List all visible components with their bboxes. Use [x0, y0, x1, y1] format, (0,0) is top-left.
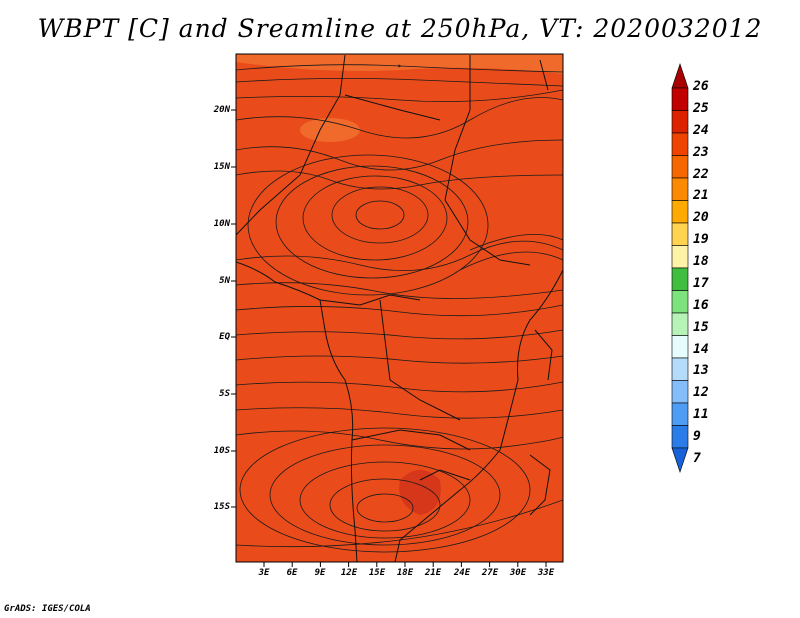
lon-label-3e: 3E [258, 568, 270, 578]
lat-label-10s: 10S [213, 446, 230, 456]
chart-title: WBPT [C] and Sreamline at 250hPa, VT: 20… [37, 14, 763, 43]
colorbar-label-13: 13 [693, 363, 709, 379]
colorbar-label-18: 18 [693, 254, 709, 270]
colorbar-bin-16 [671, 425, 689, 449]
colorbar-bin-11 [671, 312, 689, 336]
colorbar-bin-10 [671, 290, 689, 314]
colorbar-bin-12 [671, 335, 689, 359]
lon-label-30e: 30E [509, 568, 527, 578]
lon-label-21e: 21E [424, 568, 442, 578]
colorbar-label-25: 25 [693, 100, 709, 116]
colorbar-bin-7 [671, 222, 689, 246]
colorbar-label-11: 11 [693, 407, 709, 423]
colorbar-label-19: 19 [693, 232, 709, 248]
colorbar-bin-1 [671, 87, 689, 111]
colorbar-bin-4 [671, 155, 689, 179]
colorbar-label-15: 15 [693, 319, 709, 335]
lon-label-18e: 18E [396, 568, 414, 578]
lon-label-33e: 33E [537, 568, 555, 578]
streamlines [236, 64, 563, 553]
lon-label-9e: 9E [314, 568, 326, 578]
colorbar-label-12: 12 [693, 385, 709, 401]
cool-patch-north [236, 54, 563, 74]
colorbar-bottom-arrow [671, 447, 689, 473]
map-frame [235, 53, 564, 563]
lon-label-24e: 24E [453, 568, 471, 578]
cool-patch-sahel [300, 118, 360, 142]
colorbar-bin-6 [671, 200, 689, 224]
lat-label-15n: 15N [213, 162, 230, 172]
colorbar-label-20: 20 [693, 210, 709, 226]
lat-label-5n: 5N [219, 276, 230, 286]
colorbar-bin-13 [671, 357, 689, 381]
colorbar-bin-8 [671, 245, 689, 269]
coastlines-borders [236, 54, 563, 562]
colorbar-label-24: 24 [693, 122, 709, 138]
wbpt-field [236, 54, 563, 562]
colorbar-label-21: 21 [693, 188, 709, 204]
lat-ticks [231, 109, 236, 508]
lon-ticks [263, 562, 547, 567]
lon-label-15e: 15E [368, 568, 386, 578]
lat-label-15s: 15S [213, 502, 230, 512]
colorbar-bin-2 [671, 110, 689, 134]
lat-label-5s: 5S [219, 389, 230, 399]
lat-label-20n: 20N [213, 105, 230, 115]
colorbar-bin-14 [671, 380, 689, 404]
colorbar-label-14: 14 [693, 341, 709, 357]
colorbar-label-22: 22 [693, 166, 709, 182]
lon-label-27e: 27E [481, 568, 499, 578]
colorbar-label-7: 7 [693, 451, 701, 466]
colorbar [671, 63, 689, 473]
lat-label-eq: EQ [219, 332, 230, 342]
colorbar-label-26: 26 [693, 79, 709, 94]
colorbar-label-9: 9 [693, 429, 701, 445]
lon-label-12e: 12E [340, 568, 358, 578]
grads-credit: GrADS: IGES/COLA [4, 604, 91, 614]
colorbar-label-16: 16 [693, 297, 709, 313]
colorbar-bin-15 [671, 402, 689, 426]
map-area [236, 54, 563, 562]
colorbar-top-arrow [671, 63, 689, 89]
colorbar-bin-5 [671, 177, 689, 201]
colorbar-label-17: 17 [693, 275, 709, 291]
lon-label-6e: 6E [286, 568, 298, 578]
colorbar-bin-9 [671, 267, 689, 291]
colorbar-label-23: 23 [693, 144, 709, 160]
lat-label-10n: 10N [213, 219, 230, 229]
colorbar-bin-3 [671, 132, 689, 156]
